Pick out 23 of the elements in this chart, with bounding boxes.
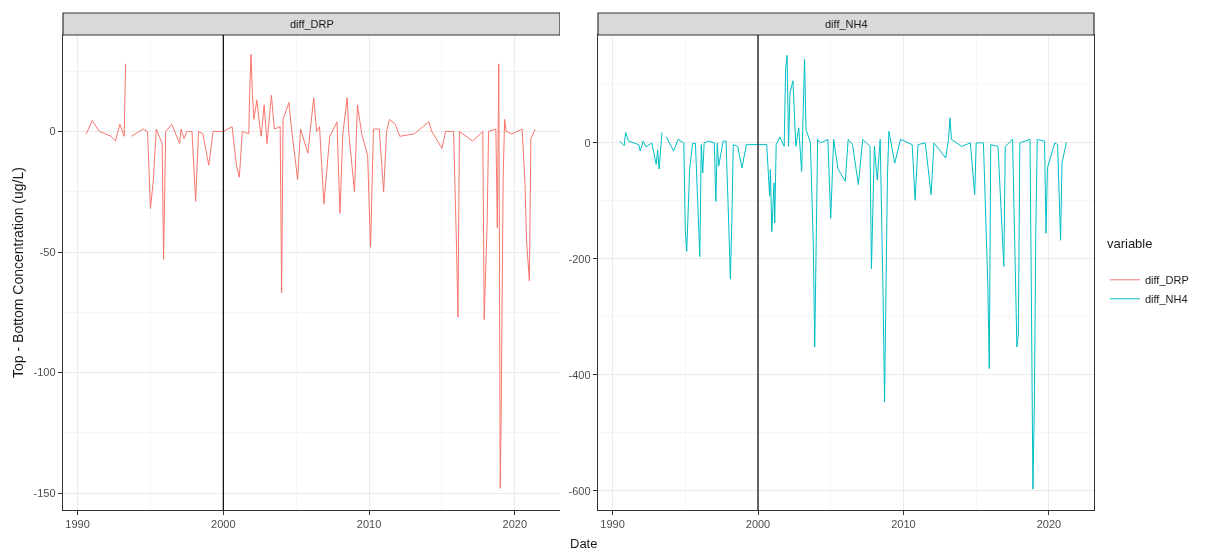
legend-label: diff_NH4 bbox=[1144, 293, 1188, 306]
x-tick-label: 1990 bbox=[600, 518, 625, 531]
x-tick-label: 2020 bbox=[502, 518, 528, 531]
text: diff_DRP bbox=[290, 18, 334, 30]
y-tick-label: 0 bbox=[49, 125, 56, 138]
y-tick-label: -100 bbox=[33, 366, 56, 379]
x-tick-label: 2010 bbox=[891, 518, 916, 531]
legend-title: variable bbox=[1106, 236, 1153, 252]
y-tick-label: -400 bbox=[568, 368, 591, 381]
y-tick-label: -600 bbox=[568, 484, 591, 497]
y-tick-label: -150 bbox=[33, 486, 56, 499]
text: diff_DRP bbox=[1144, 274, 1189, 287]
y-tick-label: -50 bbox=[39, 245, 56, 258]
x-tick-label: 2000 bbox=[211, 518, 236, 531]
x-tick-label: 2020 bbox=[1036, 518, 1062, 531]
x-tick-label: 2000 bbox=[745, 518, 771, 531]
x-tick-label: 2010 bbox=[356, 518, 382, 531]
x-axis-title: Date bbox=[570, 536, 598, 551]
chart-title: diff_NH4 bbox=[825, 18, 868, 30]
x-tick-label: 1990 bbox=[65, 518, 90, 531]
y-tick-label: 0 bbox=[584, 136, 591, 149]
y-axis-title: Top - Bottom Concentration (ug/L) bbox=[10, 167, 27, 378]
y-tick-label: -200 bbox=[568, 252, 591, 265]
